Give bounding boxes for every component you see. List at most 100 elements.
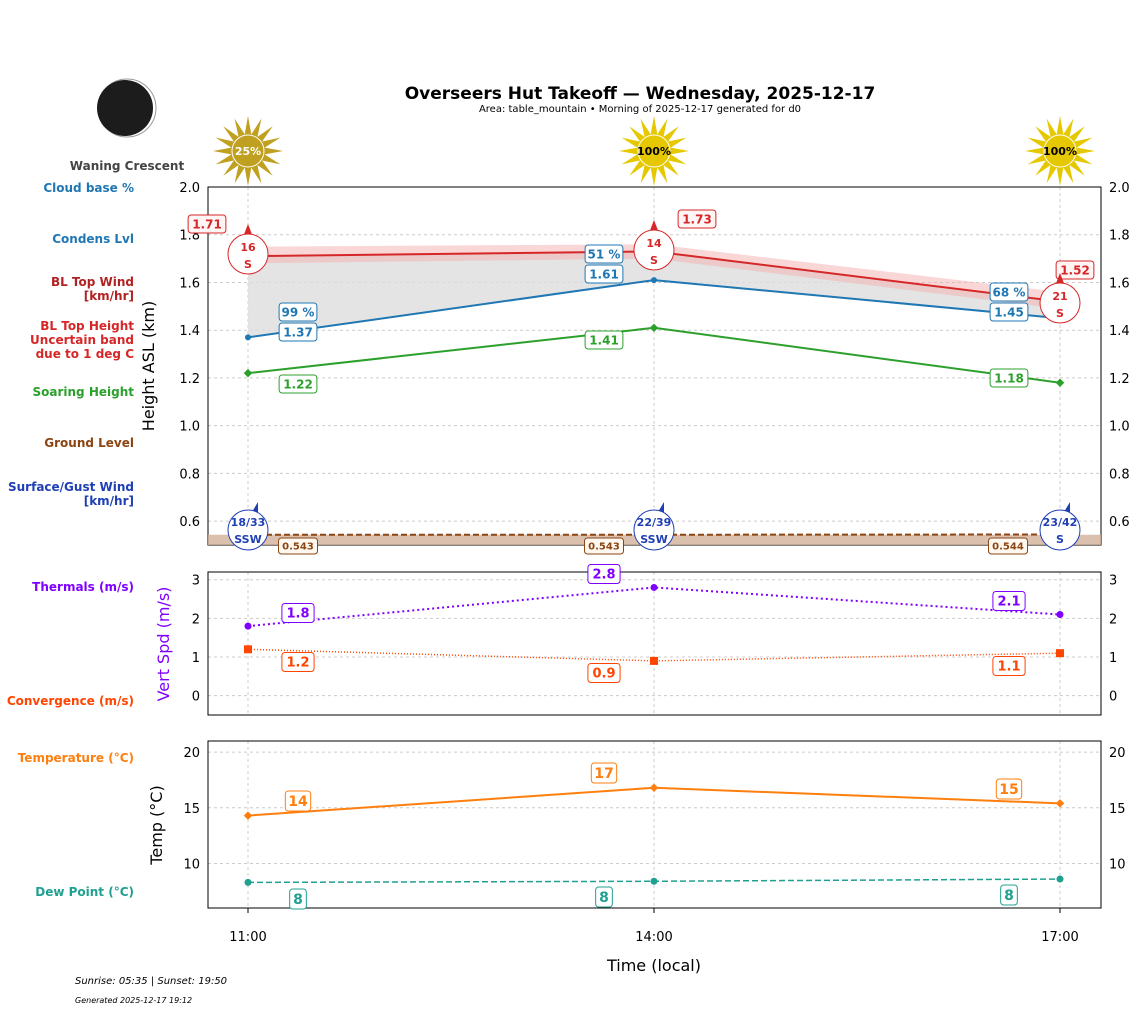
soaring-label-box (278, 374, 318, 394)
ground-label: 0.543 (588, 542, 620, 553)
condens-label-box (278, 322, 318, 342)
dew-point-label-box (289, 888, 307, 910)
cloud-pct-label-box (278, 302, 318, 322)
y-axis-label-height: Height ASL (km) (139, 301, 158, 431)
vert-speed-panel-ytick: 2 (192, 612, 200, 627)
legend-bl-wind: BL Top Wind (51, 275, 134, 289)
vert-speed-panel-ytick-right: 1 (1109, 651, 1117, 666)
thermals-label-box (992, 591, 1026, 611)
generated-time: Generated 2025-12-17 19:12 (75, 996, 192, 1005)
thermals-point (1056, 611, 1064, 619)
surface-wind-badge (1039, 509, 1081, 551)
ground-label-box (278, 537, 318, 555)
vert-speed-panel-ytick-right: 0 (1109, 690, 1117, 705)
thermals-line (247, 586, 1061, 628)
ground-label: 0.543 (282, 542, 314, 553)
legend-bl-height: Uncertain band (30, 333, 134, 347)
height-panel-ytick: 1.0 (179, 420, 200, 435)
temp-panel-ytick: 15 (183, 802, 200, 817)
temperature-label: 15 (999, 782, 1018, 798)
convergence-label-box (281, 652, 315, 672)
cloud-layer-fill (248, 251, 1060, 338)
vert-speed-panel-frame (207, 571, 1102, 716)
cloud-pct-label: 68 % (993, 285, 1026, 299)
height-panel-ytick-right: 1.2 (1109, 372, 1130, 387)
convergence-label: 1.1 (997, 660, 1020, 675)
legend-cloud-base: Cloud base % (43, 181, 134, 195)
legend-temperature: Temperature (°C) (18, 751, 134, 765)
temperature-label-box (995, 778, 1023, 800)
thermals-point (244, 622, 252, 630)
ground-label-box (988, 537, 1028, 555)
dew-point-point (244, 878, 252, 886)
legend-condens: Condens Lvl (52, 232, 134, 246)
height-panel-ytick-right: 1.4 (1109, 324, 1130, 339)
height-panel-ytick: 1.6 (179, 276, 200, 291)
x-tick-label: 14:00 (635, 930, 672, 945)
convergence-label-box (587, 663, 621, 683)
bl-wind-dir: S (650, 254, 658, 267)
vert-speed-panel-ytick: 0 (192, 690, 200, 705)
temp-panel-ytick-right: 20 (1109, 746, 1126, 761)
x-tick-label: 11:00 (229, 930, 266, 945)
height-panel-ytick-right: 0.6 (1109, 515, 1130, 530)
thermals-label-box (587, 564, 621, 584)
page-title: Overseers Hut Takeoff — Wednesday, 2025-… (405, 84, 876, 104)
vert-speed-panel-ytick-right: 2 (1109, 612, 1117, 627)
condens-point (651, 277, 657, 284)
bl-wind-badge (227, 233, 269, 275)
height-panel-ytick-right: 1.6 (1109, 276, 1130, 291)
legend-bl-height: due to 1 deg C (36, 347, 135, 361)
bl-wind-dir: S (244, 258, 252, 271)
legend-dew-point: Dew Point (°C) (35, 885, 134, 899)
surface-wind-badge (633, 509, 675, 551)
condens-label: 1.61 (589, 267, 619, 281)
bl-wind-dir: S (1056, 307, 1064, 320)
convergence-line (247, 648, 1061, 662)
sun-disc (637, 134, 671, 168)
height-panel-ytick: 0.8 (179, 467, 200, 482)
bl-top-uncertainty-band (248, 244, 1060, 309)
sun-percent: 100% (1043, 145, 1077, 158)
soaring-label: 1.18 (994, 371, 1024, 385)
soaring-label: 1.22 (283, 377, 313, 391)
page-subtitle: Area: table_mountain • Morning of 2025-1… (479, 104, 801, 115)
bl-wind-speed: 16 (240, 241, 256, 254)
temperature-point (649, 783, 659, 793)
bl-wind-speed: 21 (1052, 290, 1067, 303)
thermals-label-box (281, 603, 315, 623)
dew-point-label: 8 (293, 892, 303, 908)
condens-label-box (989, 302, 1029, 322)
temperature-point (243, 811, 253, 820)
bl-top-label-box (1055, 260, 1095, 280)
dew-point-label-box (1000, 884, 1018, 906)
x-tick-label: 17:00 (1041, 930, 1078, 945)
convergence-point (650, 656, 658, 665)
moon-phase-label: Waning Crescent (70, 159, 185, 173)
temp-panel-ytick: 20 (183, 746, 200, 761)
dew-point-point (650, 877, 658, 885)
soaring-label-box (584, 330, 624, 350)
surface-wind-speed: 23/42 (1043, 516, 1078, 529)
convergence-point (244, 645, 252, 654)
legend-thermals: Thermals (m/s) (32, 580, 134, 594)
thermals-label: 2.1 (997, 595, 1020, 610)
dew-point-label: 8 (599, 890, 609, 906)
convergence-label: 1.2 (286, 656, 309, 671)
temp-panel-ytick: 10 (183, 857, 200, 872)
temperature-label-box (590, 762, 618, 784)
thermals-label: 1.8 (286, 607, 309, 622)
moon-icon (97, 80, 153, 136)
height-panel-ytick: 1.4 (179, 324, 200, 339)
surface-wind-dir: SSW (234, 533, 261, 546)
bl-top-label: 1.71 (192, 217, 222, 231)
temperature-label-box (284, 790, 312, 812)
y-axis-label-vert: Vert Spd (m/s) (154, 587, 173, 702)
temp-panel-ytick-right: 15 (1109, 802, 1126, 817)
legend-surface-wind: [km/hr] (84, 494, 134, 508)
legend-convergence: Convergence (m/s) (7, 694, 134, 708)
height-panel-ytick: 2.0 (179, 181, 200, 196)
bl-top-label: 1.52 (1060, 263, 1090, 277)
cloud-pct-label-box (989, 282, 1029, 302)
